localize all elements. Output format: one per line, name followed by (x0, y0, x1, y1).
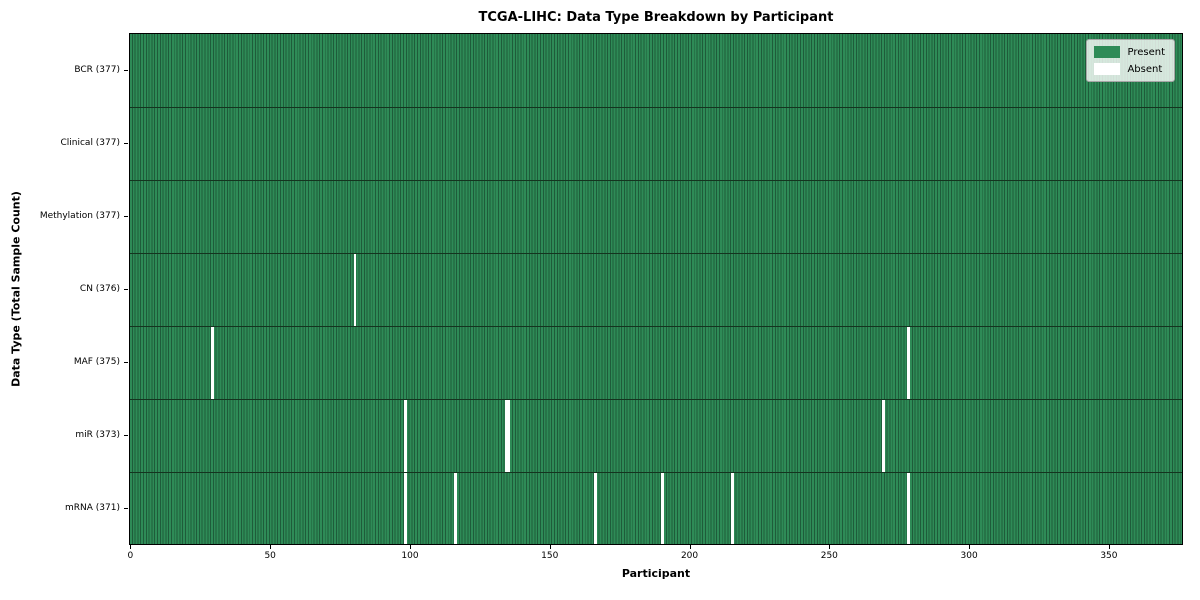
heatmap-row-cn (130, 253, 1182, 327)
y-tick (124, 142, 128, 144)
absent-mark-mir-269 (882, 399, 885, 473)
legend: Present Absent (1086, 39, 1175, 82)
heatmap-row-mrna (130, 472, 1182, 544)
x-tick (409, 545, 411, 549)
y-tick (124, 362, 128, 364)
y-tick (124, 289, 128, 290)
absent-mark-maf-29 (211, 326, 214, 400)
y-tick-label-mrna: mRNA (371) (65, 503, 120, 514)
x-tick (549, 545, 551, 549)
legend-entry-present: Present (1094, 46, 1165, 58)
x-tick (689, 545, 691, 549)
y-tick-label-mir: miR (373) (75, 430, 120, 441)
x-axis-label: Participant (621, 567, 691, 580)
x-tick-label-300: 300 (960, 551, 978, 561)
row-divider (130, 179, 1182, 181)
legend-label-present: Present (1127, 46, 1165, 58)
row-divider (130, 399, 1182, 401)
heatmap-row-mir (130, 399, 1182, 473)
heatmap-row-clinical (130, 107, 1182, 181)
plot-area: Present Absent (129, 33, 1183, 545)
absent-mark-mir-135 (507, 399, 511, 473)
legend-label-absent: Absent (1127, 63, 1163, 75)
x-tick-label-100: 100 (401, 551, 419, 561)
row-divider (130, 326, 1182, 328)
y-tick-label-clinical: Clinical (377) (60, 137, 120, 148)
y-tick-label-maf: MAF (375) (73, 357, 120, 368)
absent-mark-cn-80 (353, 253, 357, 327)
heatmap-row-bcr (130, 34, 1182, 108)
absent-mark-mrna-116 (454, 472, 458, 544)
absent-mark-mrna-215 (731, 472, 734, 544)
x-tick-label-50: 50 (264, 551, 276, 561)
x-tick-label-200: 200 (680, 551, 699, 561)
x-tick (829, 545, 831, 549)
absent-mark-mir-98 (403, 399, 407, 473)
legend-entry-absent: Absent (1094, 63, 1165, 75)
heatmap-row-methylation (130, 180, 1182, 254)
absent-mark-mrna-278 (907, 472, 911, 544)
legend-swatch-absent (1094, 63, 1121, 75)
x-tick (1108, 545, 1110, 549)
row-divider (130, 472, 1182, 474)
y-tick-label-bcr: BCR (377) (74, 64, 120, 75)
x-tick-label-0: 0 (127, 551, 134, 561)
y-tick (124, 69, 128, 71)
absent-mark-mrna-190 (661, 472, 664, 544)
x-tick (130, 545, 132, 549)
chart-title: TCGA-LIHC: Data Type Breakdown by Partic… (478, 10, 834, 25)
y-tick-label-methylation: Methylation (377) (39, 210, 120, 221)
absent-mark-mrna-98 (403, 472, 407, 544)
absent-mark-mir-134 (504, 399, 508, 473)
x-tick-label-150: 150 (541, 551, 559, 561)
row-divider (130, 106, 1182, 108)
absent-mark-mrna-166 (594, 472, 597, 544)
heatmap-row-maf (130, 326, 1182, 400)
absent-mark-maf-278 (907, 326, 911, 400)
x-tick-label-350: 350 (1100, 551, 1118, 561)
y-tick-label-cn: CN (376) (79, 284, 120, 294)
y-tick (124, 435, 128, 437)
x-tick-label-250: 250 (820, 551, 838, 561)
y-tick (124, 215, 128, 217)
x-tick (969, 545, 971, 549)
y-tick (124, 508, 128, 510)
legend-swatch-present (1094, 46, 1121, 58)
row-divider (130, 252, 1182, 254)
x-tick (270, 545, 272, 549)
